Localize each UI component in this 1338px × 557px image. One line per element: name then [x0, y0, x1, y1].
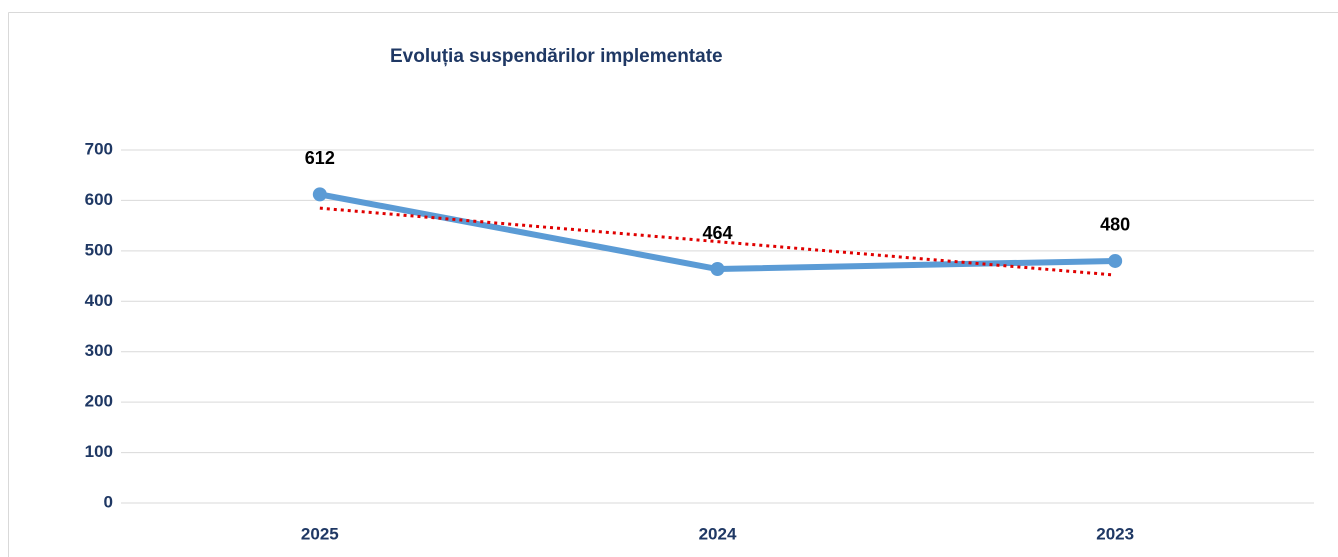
data-point	[1108, 253, 1123, 268]
data-point	[710, 262, 725, 277]
data-label: 464	[702, 223, 732, 243]
y-tick-label: 400	[85, 291, 113, 310]
data-point	[312, 187, 327, 202]
chart-title: Evoluția suspendărilor implementate	[390, 46, 723, 67]
data-label: 612	[305, 148, 335, 168]
y-tick-label: 200	[85, 392, 113, 411]
y-tick-label: 600	[85, 190, 113, 209]
y-tick-label: 700	[85, 139, 113, 158]
x-tick-label: 2024	[699, 524, 737, 543]
data-label: 480	[1100, 215, 1130, 235]
y-tick-label: 500	[85, 240, 113, 259]
x-tick-label: 2023	[1096, 524, 1134, 543]
y-tick-label: 300	[85, 341, 113, 360]
y-tick-label: 0	[104, 492, 113, 511]
x-tick-label: 2025	[301, 524, 339, 543]
y-tick-label: 100	[85, 442, 113, 461]
